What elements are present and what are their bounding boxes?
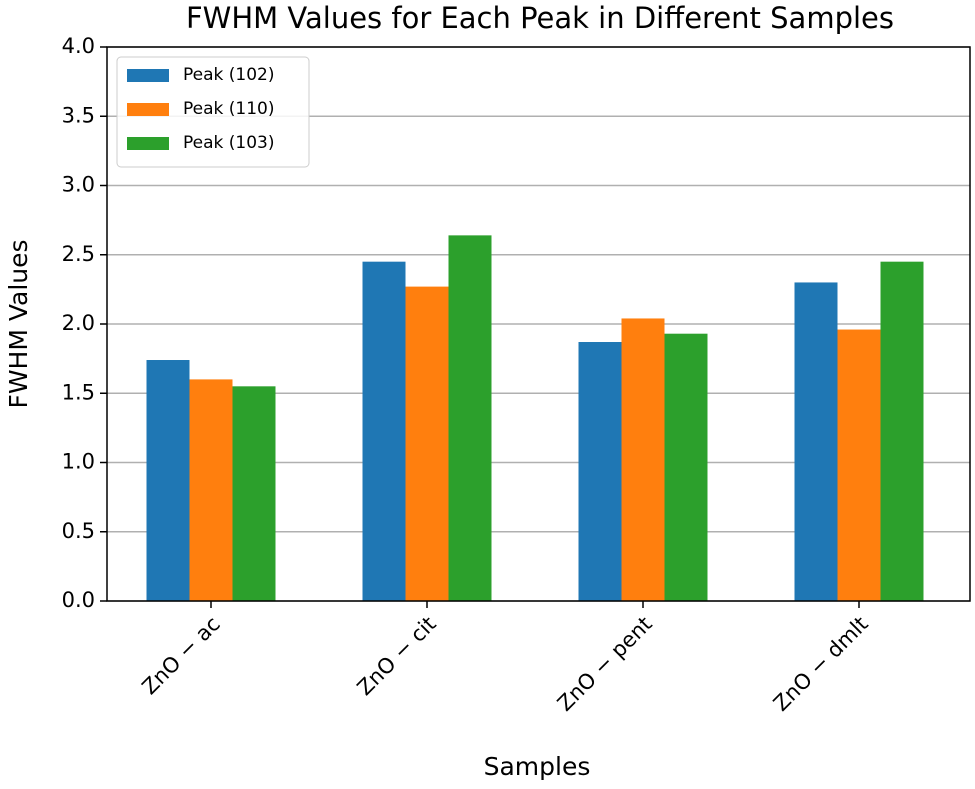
bar <box>621 318 665 601</box>
bar <box>578 342 622 601</box>
y-tick-label: 1.5 <box>62 380 95 404</box>
y-tick-label: 2.0 <box>62 311 95 335</box>
bar <box>146 360 190 601</box>
legend-swatch <box>127 137 169 150</box>
bar <box>837 329 881 601</box>
legend-swatch <box>127 69 169 82</box>
y-axis-label: FWHM Values <box>4 239 33 408</box>
x-tick-label: ZnO − pent <box>553 612 657 716</box>
bar <box>664 333 708 601</box>
legend-swatch <box>127 103 169 116</box>
bar <box>794 282 838 601</box>
bar <box>448 235 492 602</box>
bar <box>362 261 406 601</box>
x-axis-label: Samples <box>484 752 591 781</box>
x-tick-label: ZnO − ac <box>137 612 224 699</box>
y-tick-label: 0.5 <box>62 519 95 543</box>
bar <box>405 286 449 601</box>
legend-label: Peak (102) <box>183 65 274 85</box>
y-tick-label: 0.0 <box>62 588 95 612</box>
y-tick-label: 3.0 <box>62 173 95 197</box>
plot-frame <box>106 46 971 602</box>
chart-title: FWHM Values for Each Peak in Different S… <box>186 1 894 35</box>
bar <box>880 261 924 601</box>
y-tick-label: 2.5 <box>62 242 95 266</box>
legend-label: Peak (110) <box>183 99 274 119</box>
x-tick-label: ZnO − dmlt <box>769 612 873 716</box>
y-tick-label: 4.0 <box>62 34 95 58</box>
bar <box>232 386 276 601</box>
bar <box>189 379 233 601</box>
y-tick-label: 3.5 <box>62 103 95 127</box>
x-tick-label: ZnO − cit <box>353 612 441 700</box>
y-tick-label: 1.0 <box>62 450 95 474</box>
legend-label: Peak (103) <box>183 133 274 153</box>
